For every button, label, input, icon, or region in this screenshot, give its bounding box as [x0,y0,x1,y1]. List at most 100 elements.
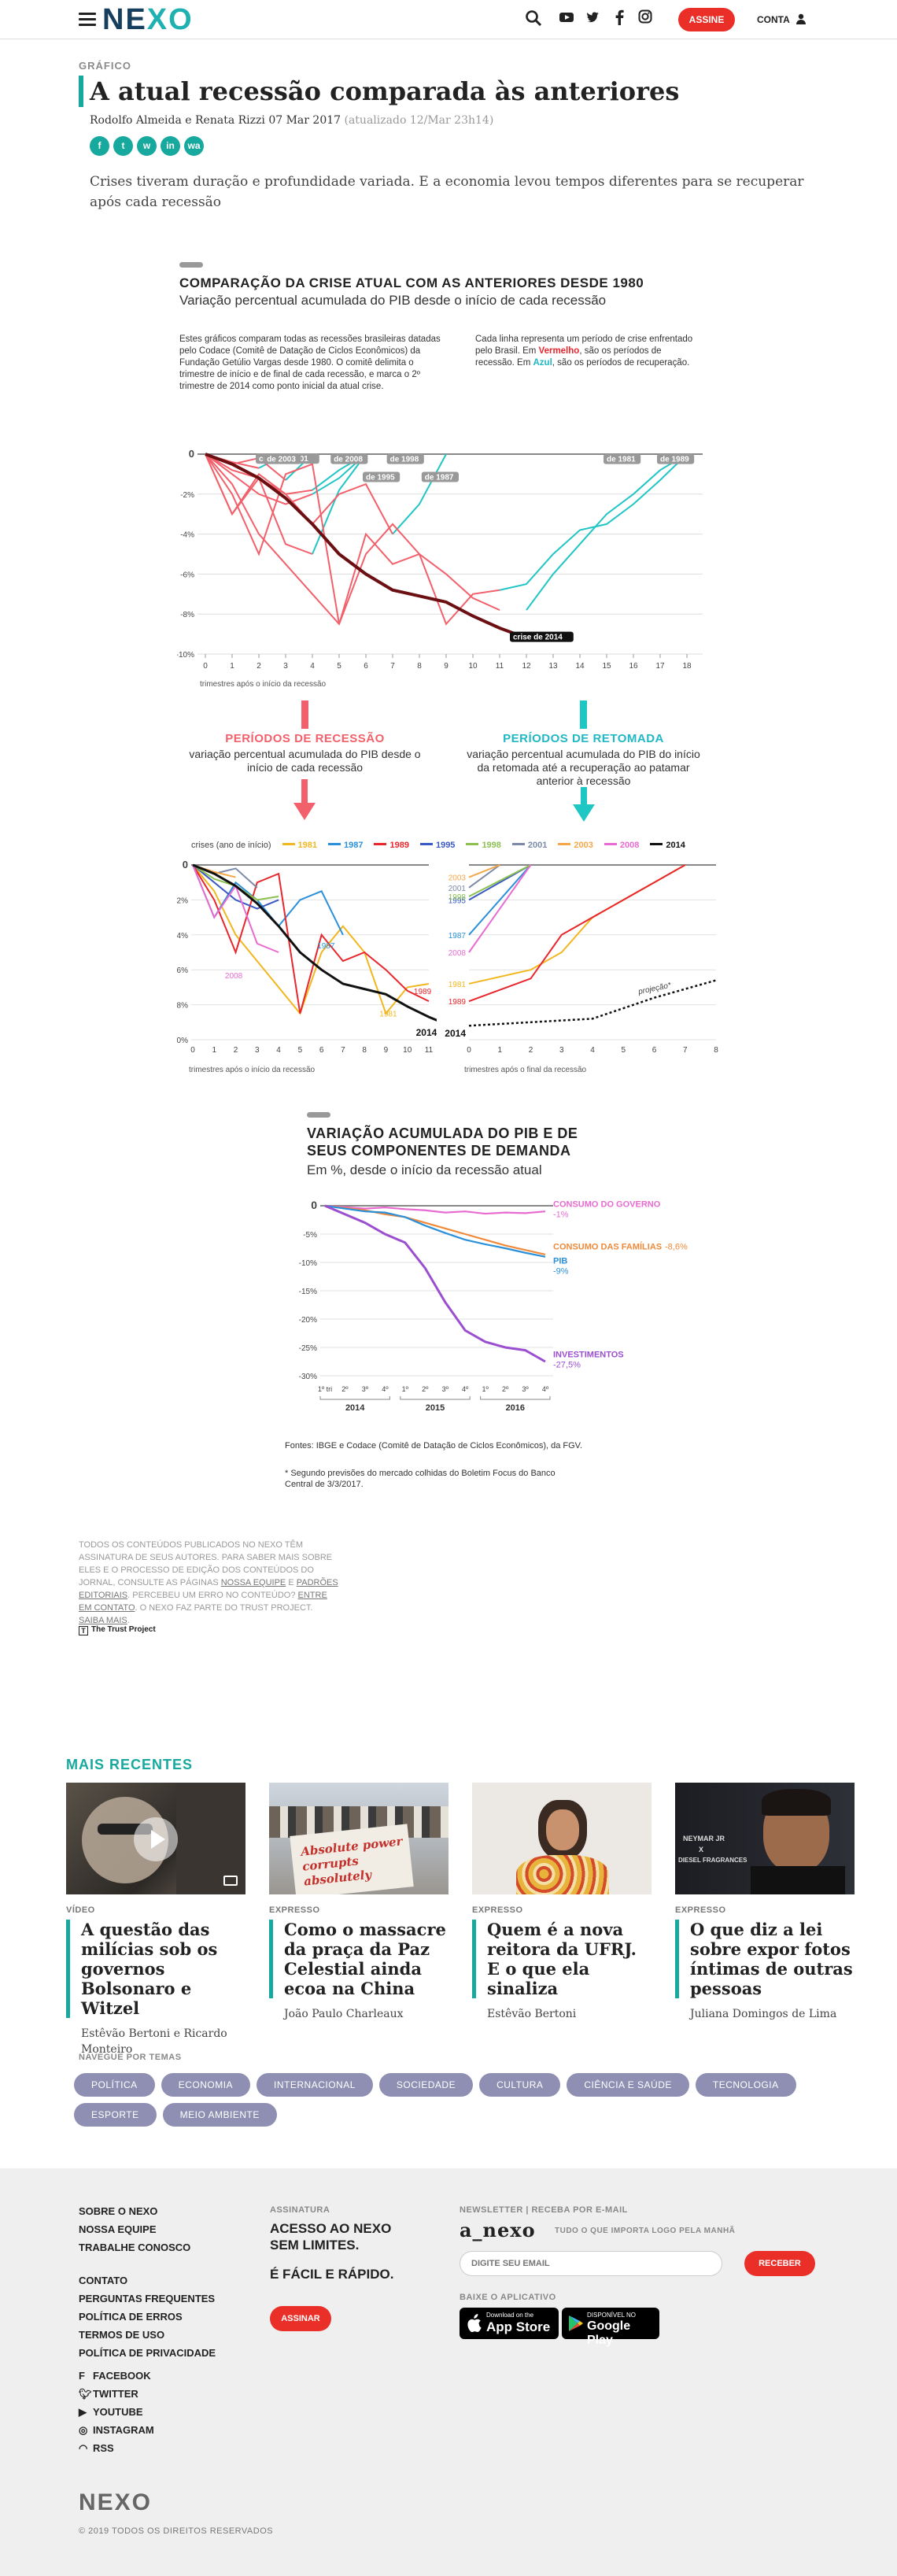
twitter-icon[interactable] [584,9,603,28]
card-2-image[interactable]: Absolute power corrupts absolutely [269,1783,448,1894]
footer-sobre-link[interactable]: SOBRE O NEXO [79,2205,158,2217]
assine-button[interactable]: ASSINE [678,8,735,31]
app-store-badge[interactable]: Download on the App Store [460,2308,559,2339]
card-2-title[interactable]: Como o massacre da praça da Paz Celestia… [269,1920,448,1998]
card-3-image[interactable] [472,1783,652,1894]
footer-rss-link[interactable]: ◠ RSS [79,2439,154,2457]
footer-termos-link[interactable]: TERMOS DE USO [79,2329,165,2341]
recent-card-2[interactable]: Absolute power corrupts absolutely EXPRE… [269,1783,448,2022]
crises-legend: crises (ano de início) 1981 1987 1989 1995 19… [191,841,696,850]
entre-em-contato-link[interactable]: ENTRE EM CONTATO [79,1591,327,1613]
nexo-logo[interactable]: NEXO [102,3,194,36]
chart1-label-d2008: de 2008 [334,456,363,464]
legal-text-1: TODOS OS CONTEÚDOS PUBLICADOS NO NEXO TÊ… [79,1540,333,1587]
footer-contato-link[interactable]: CONTATO [79,2275,128,2286]
recession-sub: variação percentual acumulada do PIB des… [189,748,421,774]
share-facebook-icon[interactable]: f [90,136,109,156]
tag-sociedade[interactable]: SOCIEDADE [378,2073,474,2097]
legend-item-2014: 2014 [650,841,685,850]
card-3-title[interactable]: Quem é a nova reitora da UFRJ. E o que e… [472,1920,652,1998]
anexo-logo: a_nexo [460,2219,536,2242]
recent-card-1[interactable]: VÍDEO A questão das milícias sob os gove… [66,1783,245,2057]
footer-trabalhe-link[interactable]: TRABALHE CONOSCO [79,2242,191,2253]
recovery-line-1981 [499,453,688,591]
chart2-year-bracket [319,1396,390,1400]
share-twitter-icon[interactable]: t [113,136,133,156]
site-footer: SOBRE O NEXO NOSSA EQUIPE TRABALHE CONOS… [0,2168,897,2576]
card-1-title[interactable]: A questão das milícias sob os governos B… [66,1920,245,2018]
chart1-xtick-label: 16 [629,662,638,671]
tag-esporte[interactable]: ESPORTE [74,2103,157,2127]
card-4-author: Juliana Domingos de Lima [690,2008,837,2020]
tag-economia[interactable]: ECONOMIA [161,2073,251,2097]
note-text-c: , são os períodos de recuperação. [552,358,690,368]
footer-privacidade-link[interactable]: POLÍTICA DE PRIVACIDADE [79,2347,216,2359]
search-icon[interactable] [524,9,543,28]
share-whatsapp-icon[interactable]: w [137,136,157,156]
footer-facebook-link[interactable]: f FACEBOOK [79,2367,154,2385]
trust-project-logo[interactable]: T The Trust Project [79,1625,156,1635]
footer-instagram-link[interactable]: ◎ INSTAGRAM [79,2421,154,2439]
top-bar: NEXO ASSINE CONTA [0,0,897,39]
instagram-icon[interactable] [636,9,655,28]
padroes-editoriais-link[interactable]: PADRÕES EDITORIAIS [79,1578,338,1600]
chart1-label-d1998: de 1998 [390,456,419,464]
card-4-category: EXPRESSO [675,1905,726,1915]
rep-series-label-2014: 2014 [445,1028,466,1039]
rep-xtick-label: 5 [621,1046,626,1055]
footer-nexo-logo[interactable]: NEXO [79,2489,153,2515]
share-whatsapp2-icon[interactable]: wa [184,136,204,156]
rec-ytick-label: 0 [183,859,188,870]
receber-button[interactable]: RECEBER [744,2251,815,2276]
tag-meio-ambiente[interactable]: MEIO AMBIENTE [162,2103,277,2127]
card-4-title[interactable]: O que diz a lei sobre expor fotos íntima… [675,1920,855,1998]
recovery-sub: variação percentual acumulada do PIB do … [467,748,700,787]
play-icon[interactable] [134,1817,178,1861]
trust-project-icon: T [79,1626,88,1635]
chart2-quarter-label: 3º [362,1385,369,1393]
card-4-image[interactable]: NEYMAR JR X DIESEL FRAGRANCES [675,1783,855,1894]
rep-line-2008 [468,864,532,953]
tag-cultura[interactable]: CULTURA [479,2073,561,2097]
conta-link[interactable]: CONTA [757,10,807,29]
google-play-badge[interactable]: DISPONÍVEL NO Google Play [562,2308,659,2347]
footer-twitter-link[interactable]: 🐦︎TWITTER [79,2385,154,2403]
saiba-mais-link[interactable]: SAIBA MAIS [79,1616,127,1625]
footer-equipe-link[interactable]: NOSSA EQUIPE [79,2223,157,2235]
share-linkedin-icon[interactable]: in [161,136,180,156]
tag-politica[interactable]: POLÍTICA [74,2073,155,2097]
rep-line-2014-projection [468,979,717,1027]
chart1-label-bg-d1987 [421,471,459,482]
chart2-ytick-label: 0 [311,1199,317,1211]
chart2-series-name-1: CONSUMO DAS FAMÍLIAS [553,1242,662,1252]
newsletter-label: NEWSLETTER | RECEBA POR E-MAIL [460,2205,628,2215]
recent-card-3[interactable]: EXPRESSO Quem é a nova reitora da UFRJ. … [472,1783,652,2022]
chart2-source: Fontes: IBGE e Codace (Comitê de Datação… [285,1441,583,1451]
legend-item-1995: 1995 [419,841,455,850]
assinar-button[interactable]: ASSINAR [270,2306,331,2331]
chart1-xtick-label: 7 [390,662,395,671]
newsletter-email-input[interactable] [460,2251,722,2276]
rec-series-label-1989: 1989 [414,988,432,996]
facebook-icon[interactable] [610,9,629,28]
rec-series-label-2014: 2014 [416,1027,437,1038]
google-play-icon [569,2315,583,2331]
rep-line-2003 [468,864,500,878]
article-kicker: GRÁFICO [79,60,131,72]
tag-tecnologia[interactable]: TECNOLOGIA [695,2073,796,2097]
footer-erros-link[interactable]: POLÍTICA DE ERROS [79,2311,183,2323]
nossa-equipe-link[interactable]: NOSSA EQUIPE [220,1578,286,1587]
rec-ytick-label: -10% [177,1037,188,1045]
tag-internacional[interactable]: INTERNACIONAL [257,2073,373,2097]
footer-faq-link[interactable]: PERGUNTAS FREQUENTES [79,2293,216,2304]
tag-ciencia-e-saude[interactable]: CIÊNCIA E SAÚDE [567,2073,689,2097]
card-1-image[interactable] [66,1783,245,1894]
rec-xtick-label: 8 [362,1046,367,1055]
chart1-label-crise2014: crise de 2014 [513,634,563,642]
footer-youtube-link[interactable]: ▶ YOUTUBE [79,2403,154,2421]
menu-icon[interactable] [79,13,96,27]
rec-xtick-label: 4 [276,1046,281,1055]
youtube-icon[interactable] [557,9,576,28]
twitter-icon: 🐦︎ [79,2388,92,2400]
recent-card-4[interactable]: NEYMAR JR X DIESEL FRAGRANCES EXPRESSO O… [675,1783,855,2022]
